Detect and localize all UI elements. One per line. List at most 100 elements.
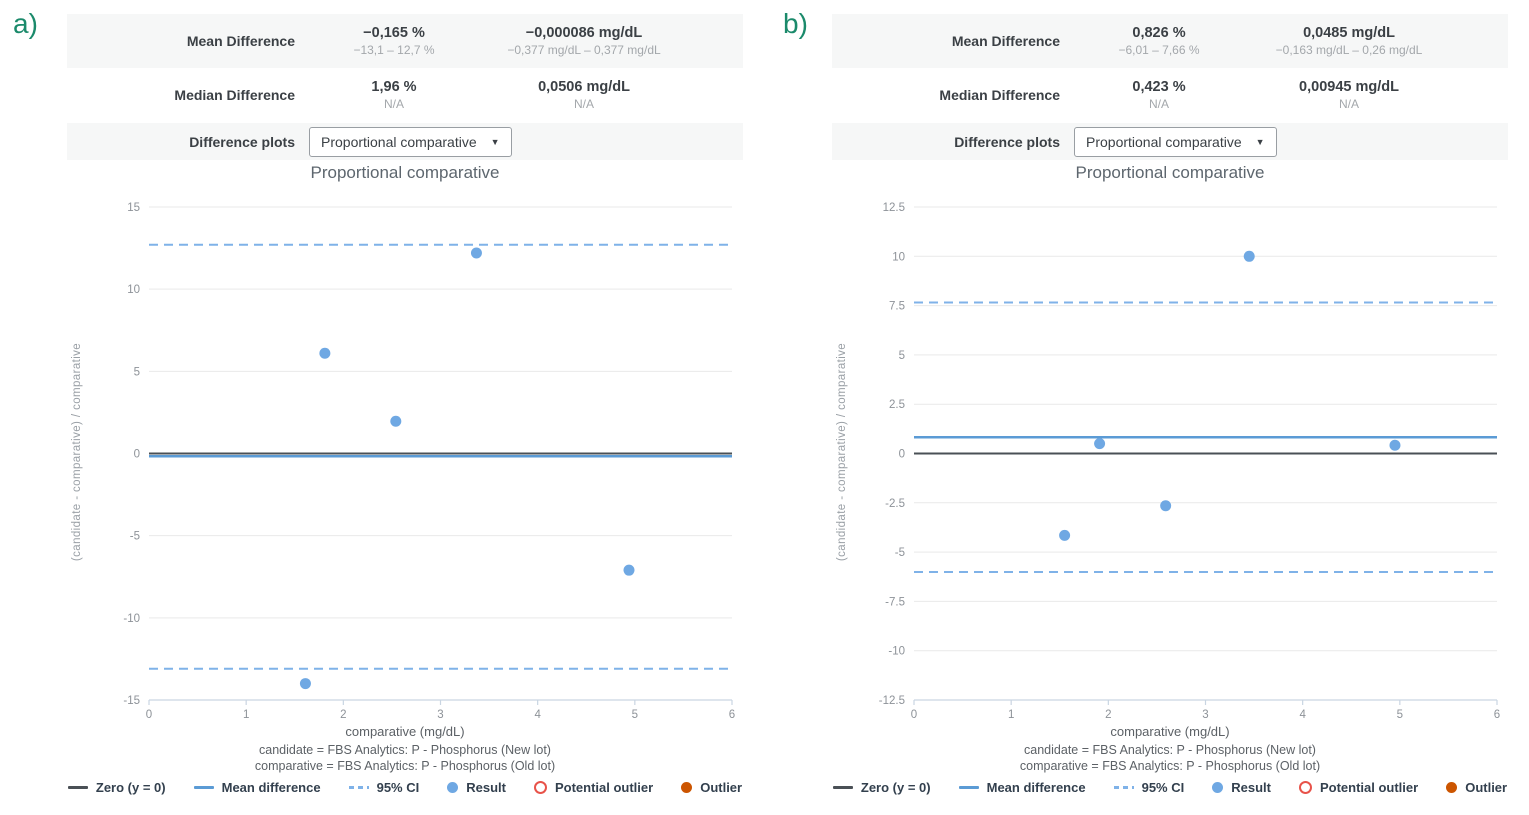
result-point[interactable] xyxy=(1389,439,1401,451)
result-point[interactable] xyxy=(1243,250,1255,262)
panel-b-label: b) xyxy=(783,8,808,39)
mean-difference-row: Mean Difference −0,165 % −13,1 – 12,7 % … xyxy=(67,14,743,68)
median-diff-absolute-ci: N/A xyxy=(573,96,594,111)
filled-circle-icon xyxy=(681,782,693,793)
filled-circle-icon xyxy=(1212,782,1224,793)
y-tick-label: 7.5 xyxy=(889,301,905,313)
legend-item-outlier: Outlier xyxy=(1446,780,1507,795)
x-tick-label: 0 xyxy=(146,709,152,721)
difference-plots-row: Difference plots Proportional comparativ… xyxy=(67,123,743,160)
difference-plots-label: Difference plots xyxy=(954,133,1060,150)
dashed-line-icon xyxy=(1113,786,1134,789)
solid-line-icon xyxy=(67,786,88,789)
stats-table: Mean Difference 0,826 % −6,01 – 7,66 % 0… xyxy=(832,14,1508,160)
solid-line-icon xyxy=(832,786,853,789)
mean-diff-percent: 0,826 % xyxy=(1132,25,1186,41)
filled-circle-icon xyxy=(1446,782,1458,793)
median-diff-percent-ci: N/A xyxy=(383,96,404,111)
median-difference-label: Median Difference xyxy=(174,86,295,103)
x-tick-label: 2 xyxy=(340,709,346,721)
result-point[interactable] xyxy=(319,347,331,359)
y-tick-label: 10 xyxy=(127,284,140,296)
result-point[interactable] xyxy=(1059,529,1071,541)
legend-label: Outlier xyxy=(1465,780,1508,795)
y-tick-label: 0 xyxy=(134,449,140,461)
y-tick-label: 2.5 xyxy=(889,399,905,411)
result-point[interactable] xyxy=(470,247,482,259)
mean-diff-absolute-ci: −0,163 mg/dL – 0,26 mg/dL xyxy=(1275,43,1423,57)
legend-item-outlier: Outlier xyxy=(681,780,742,795)
x-tick-label: 3 xyxy=(1202,709,1208,721)
difference-scatter-plot: 12.5 10 7.5 5 2.5 0 -2.5 -5 -7.5 -10 -12.5 0 1 2 3 4 5 6 xyxy=(879,202,1500,721)
x-tick-label: 3 xyxy=(437,709,443,721)
legend-label: Potential outlier xyxy=(554,780,654,795)
y-tick-label: -2.5 xyxy=(885,498,905,510)
solid-line-icon xyxy=(958,786,979,789)
result-point[interactable] xyxy=(1160,500,1172,512)
y-tick-label: -10 xyxy=(123,613,140,625)
chart-title: Proportional comparative xyxy=(310,163,500,182)
y-tick-label: 12.5 xyxy=(883,202,905,214)
panel-b: b) Mean Difference 0,826 % −6,01 – 7,66 … xyxy=(765,0,1529,815)
legend-item-potential-outlier: Potential outlier xyxy=(1298,780,1419,795)
difference-plots-dropdown[interactable]: Proportional comparative ▼ xyxy=(309,126,512,157)
x-tick-label: 4 xyxy=(534,709,541,721)
legend-label: Result xyxy=(1231,780,1271,795)
median-difference-label: Median Difference xyxy=(939,86,1060,103)
legend-item-mean-difference: Mean difference xyxy=(193,780,321,795)
x-axis-captions: comparative (mg/dL) candidate = FBS Anal… xyxy=(832,724,1508,775)
legend-item-result: Result xyxy=(1212,780,1271,795)
y-tick-label: 15 xyxy=(127,202,140,214)
chevron-down-icon: ▼ xyxy=(1255,136,1265,147)
dropdown-selected-value: Proportional comparative xyxy=(1086,133,1242,150)
result-point[interactable] xyxy=(390,415,402,427)
legend-label: Mean difference xyxy=(986,780,1086,795)
legend-label: Outlier xyxy=(700,780,743,795)
x-tick-label: 1 xyxy=(243,709,249,721)
median-diff-absolute: 0,0506 mg/dL xyxy=(538,78,630,95)
result-point[interactable] xyxy=(299,678,311,690)
stats-table: Mean Difference −0,165 % −13,1 – 12,7 % … xyxy=(67,14,743,160)
difference-plots-dropdown[interactable]: Proportional comparative ▼ xyxy=(1074,126,1277,157)
y-tick-label: 5 xyxy=(899,350,905,362)
dashed-line-icon xyxy=(348,786,369,789)
filled-circle-icon xyxy=(447,782,459,793)
legend-label: Mean difference xyxy=(221,780,321,795)
y-tick-label: -5 xyxy=(895,547,905,559)
result-point[interactable] xyxy=(1094,438,1106,450)
chart-title: Proportional comparative xyxy=(1075,163,1265,182)
solid-line-icon xyxy=(193,786,214,789)
legend-item-95-ci: 95% CI xyxy=(348,780,420,795)
mean-diff-percent: −0,165 % xyxy=(363,25,425,41)
mean-diff-percent-ci: −6,01 – 7,66 % xyxy=(1118,43,1200,57)
x-axis-label: comparative (mg/dL) xyxy=(345,724,465,739)
mean-diff-absolute: 0,0485 mg/dL xyxy=(1303,25,1395,41)
legend-item-zero-y-0: Zero (y = 0) xyxy=(67,780,166,795)
x-tick-label: 5 xyxy=(1397,709,1403,721)
legend-label: Zero (y = 0) xyxy=(860,780,931,795)
x-axis-label: comparative (mg/dL) xyxy=(1110,724,1230,739)
x-tick-label: 1 xyxy=(1008,709,1014,721)
x-tick-label: 4 xyxy=(1299,709,1306,721)
mean-diff-absolute-ci: −0,377 mg/dL – 0,377 mg/dL xyxy=(507,43,661,57)
legend: Zero (y = 0) Mean difference 95% CI Result P… xyxy=(67,780,743,795)
legend-label: 95% CI xyxy=(376,780,420,795)
result-point[interactable] xyxy=(623,564,635,576)
median-diff-absolute: 0,00945 mg/dL xyxy=(1299,78,1399,95)
y-tick-label: -12.5 xyxy=(879,695,905,707)
open-circle-icon xyxy=(533,781,547,794)
median-diff-percent-ci: N/A xyxy=(1148,96,1169,111)
y-tick-label: -5 xyxy=(130,531,140,543)
comparative-caption: comparative = FBS Analytics: P - Phospho… xyxy=(1019,759,1321,774)
panel-a: a) Mean Difference −0,165 % −13,1 – 12,7… xyxy=(0,0,764,815)
comparative-caption: comparative = FBS Analytics: P - Phospho… xyxy=(254,759,556,774)
legend-label: Potential outlier xyxy=(1319,780,1419,795)
mean-difference-label: Mean Difference xyxy=(186,33,295,49)
mean-diff-percent-ci: −13,1 – 12,7 % xyxy=(353,43,435,57)
median-diff-absolute-ci: N/A xyxy=(1338,96,1359,111)
y-tick-label: 5 xyxy=(134,366,140,378)
median-diff-percent: 1,96 % xyxy=(371,78,417,95)
y-tick-label: 10 xyxy=(892,251,905,263)
x-tick-label: 6 xyxy=(729,709,735,721)
legend-item-potential-outlier: Potential outlier xyxy=(533,780,654,795)
